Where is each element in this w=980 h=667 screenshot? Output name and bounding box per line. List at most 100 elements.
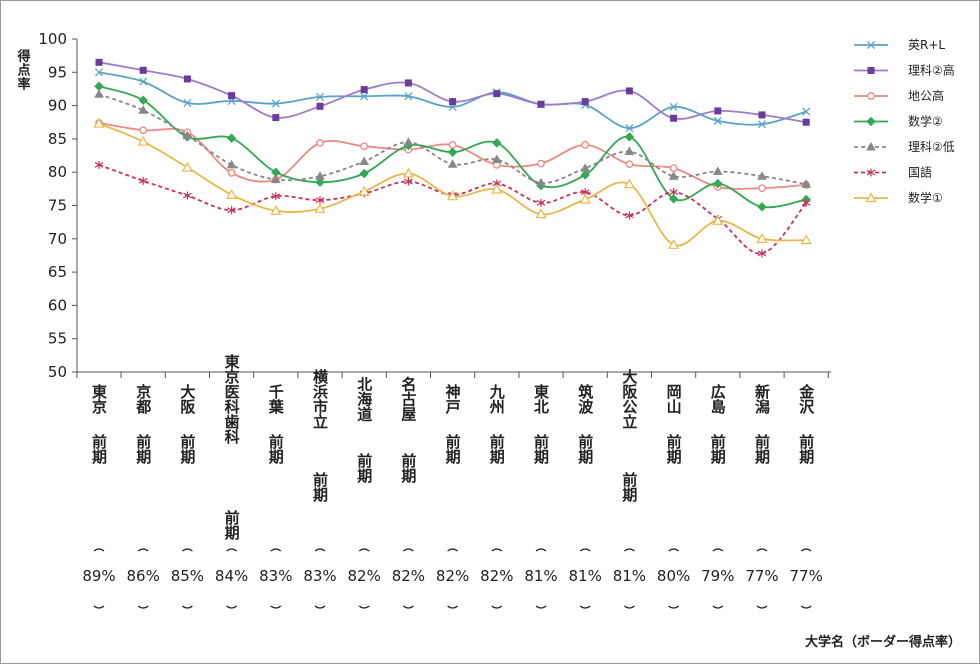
series-6 [93,117,812,249]
paren-close [535,605,547,609]
exam-type: 前期 [134,433,152,465]
category-name: 九州 [488,383,506,415]
point-marker [315,177,325,187]
point-marker [713,116,722,125]
point-marker [493,90,501,98]
point-marker [668,171,679,180]
point-marker [181,161,193,172]
border-rate: 84% [215,567,248,585]
category-name: 神戸 [444,383,462,415]
paren-close [579,605,591,609]
paren-close [358,605,370,609]
point-marker [271,192,281,201]
point-marker [226,189,238,199]
paren-open [668,548,679,552]
point-marker [94,68,104,77]
paren-open [756,548,768,552]
point-marker [94,160,104,169]
point-marker [315,196,325,205]
exam-type: 前期 [488,433,506,465]
y-tick-label: 55 [48,330,67,348]
paren-open [270,548,282,552]
point-marker [536,177,546,187]
legend-item: 理科②低 [854,140,955,154]
series-lines [93,58,812,258]
point-marker [227,206,236,215]
exam-type: 前期 [90,433,108,465]
point-marker [270,174,281,184]
point-marker [139,66,147,74]
point-marker [404,177,413,186]
point-marker [271,99,280,108]
point-marker [801,179,812,188]
point-marker [713,178,723,189]
border-rate: 82% [436,567,469,585]
point-marker [535,208,547,219]
border-rate: 86% [127,567,160,585]
border-rate: 82% [348,567,381,585]
y-tick-label: 75 [48,197,67,215]
point-marker [226,159,237,169]
point-marker [712,215,724,225]
point-marker [865,192,877,203]
point-marker [94,89,104,98]
point-marker [139,77,148,86]
paren-open [403,548,414,552]
legend-item: 地公高 [854,88,944,103]
paren-close [756,605,768,609]
series-4 [94,89,812,188]
point-marker [447,147,458,157]
point-marker [359,168,369,179]
paren-close [800,605,812,609]
point-marker [182,130,193,140]
paren-close [137,605,149,609]
paren-open [491,548,503,552]
point-marker [580,163,591,172]
exam-type: 前期 [665,433,683,465]
category-name: 筑波 [576,383,594,415]
point-marker [801,198,811,207]
paren-close [270,605,282,609]
category-name: 新潟 [753,383,771,415]
point-marker [866,40,876,50]
y-tick-label: 60 [48,296,67,314]
category-name: 岡山 [665,384,683,415]
point-marker [712,166,723,176]
category-name: 金沢 [797,383,815,415]
paren-close [314,605,326,609]
border-rate: 77% [745,567,778,585]
exam-type: 前期 [399,452,417,484]
paren-close [93,605,105,609]
point-marker [623,178,635,189]
point-marker [226,133,237,143]
point-marker [316,139,324,147]
paren-close [226,605,237,609]
exam-type: 前期 [532,433,550,465]
paren-open [579,548,591,552]
point-marker [758,184,766,193]
exam-type: 前期 [753,433,771,465]
point-marker [625,124,634,133]
point-marker [668,239,680,249]
series-line [98,85,807,209]
point-marker [360,86,368,94]
category-name: 横浜市立 [311,368,329,429]
point-marker [447,159,458,168]
point-marker [138,176,148,185]
paren-open [712,548,724,552]
point-marker [757,171,767,180]
border-rate: 83% [303,567,336,585]
point-marker [139,126,148,135]
exam-type: 前期 [223,509,241,541]
category-name: 大阪 [178,383,196,415]
point-marker [669,164,678,173]
point-marker [581,141,590,149]
paren-open [226,548,237,552]
point-marker [625,87,633,95]
point-marker [358,185,370,196]
point-marker [579,193,591,204]
legend-label: 数学① [908,190,943,205]
y-axis-label: 得点率 [15,48,32,91]
